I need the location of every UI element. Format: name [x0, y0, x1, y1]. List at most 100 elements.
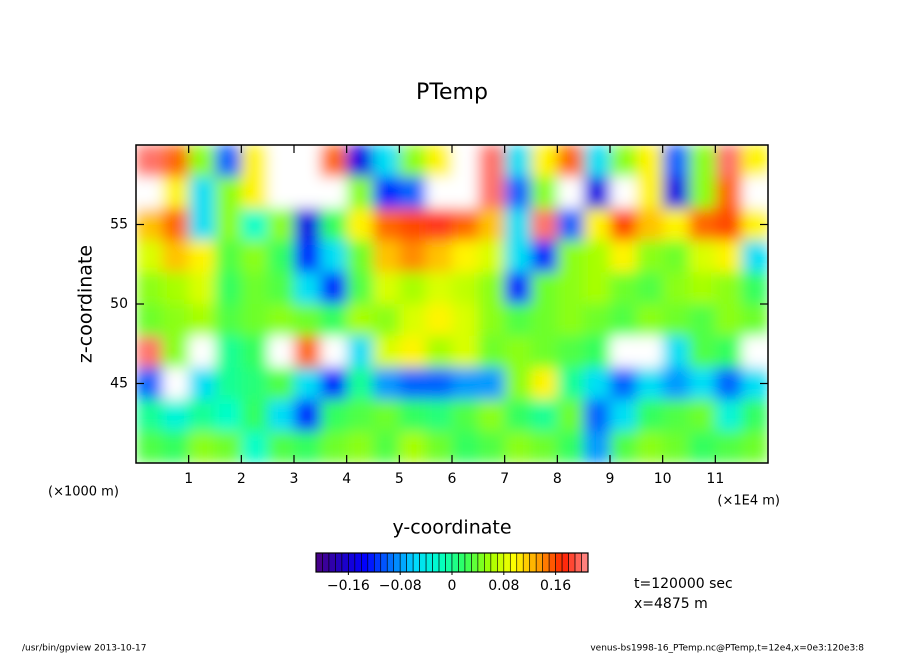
colorbar-tick-label: −0.08: [379, 578, 422, 594]
colorbar: −0.16 −0.08 0 0.08 0.16: [315, 552, 589, 594]
colorbar-cell: [399, 552, 407, 573]
cell: [425, 431, 453, 463]
cell: [373, 367, 400, 400]
cell: [557, 431, 585, 463]
cell: [478, 240, 506, 273]
annotation: t=120000 sec: [634, 576, 733, 592]
cell: [346, 176, 374, 210]
x-tick-label: 3: [290, 471, 299, 487]
cell: [741, 176, 768, 210]
cell: [478, 431, 506, 463]
cell: [610, 431, 637, 463]
cell: [504, 176, 532, 210]
cell: [557, 335, 585, 369]
cell: [215, 208, 242, 241]
cell: [346, 304, 374, 337]
cell: [136, 335, 163, 369]
cell: [320, 335, 348, 369]
cell: [478, 335, 506, 369]
cell: [557, 304, 585, 337]
cell: [662, 335, 690, 369]
cell: [662, 208, 690, 241]
cell: [425, 240, 453, 273]
cell: [689, 335, 716, 369]
cell: [452, 176, 479, 210]
cell: [320, 272, 348, 305]
cell: [504, 304, 532, 337]
cell: [583, 304, 611, 337]
colorbar-cell: [412, 552, 420, 573]
cell: [241, 145, 269, 178]
cell: [267, 145, 295, 178]
cell: [425, 335, 453, 369]
cell: [715, 272, 743, 305]
x-tick-label: 2: [237, 471, 246, 487]
cell: [715, 240, 743, 273]
cell: [715, 431, 743, 463]
cell: [636, 240, 664, 273]
colorbar-cell: [432, 552, 440, 573]
x-tick-label: 11: [706, 471, 724, 487]
cell: [531, 272, 558, 305]
cell: [136, 272, 163, 305]
cell: [320, 176, 348, 210]
colorbar-cell: [497, 552, 505, 573]
cell: [610, 304, 637, 337]
cell: [399, 335, 427, 369]
cell: [741, 240, 768, 273]
cell: [136, 145, 163, 178]
colorbar-cell: [335, 552, 343, 573]
colorbar-cell: [354, 552, 362, 573]
cell: [531, 399, 558, 432]
cell: [715, 367, 743, 400]
cell: [215, 176, 242, 210]
cell: [399, 208, 427, 241]
cell: [267, 399, 295, 432]
cell: [215, 272, 242, 305]
cell: [425, 399, 453, 432]
colorbar-cell: [581, 552, 589, 573]
cell: [346, 240, 374, 273]
cell: [425, 208, 453, 241]
cell: [741, 145, 768, 178]
cell: [136, 176, 163, 210]
cell: [583, 208, 611, 241]
cell: [373, 208, 400, 241]
cell: [689, 272, 716, 305]
colorbar-tick-label: −0.16: [327, 578, 370, 594]
cell: [294, 240, 321, 273]
colorbar-cell: [373, 552, 382, 573]
cell: [188, 176, 216, 210]
cell: [320, 399, 348, 432]
cell: [346, 431, 374, 463]
cell: [557, 176, 585, 210]
cell: [267, 367, 295, 400]
cell: [636, 272, 664, 305]
cell: [294, 304, 321, 337]
colorbar-cell: [490, 552, 498, 573]
cell: [267, 208, 295, 241]
cell: [188, 240, 216, 273]
cell: [504, 335, 532, 369]
cell: [531, 367, 558, 400]
cell: [373, 335, 400, 369]
x-axis-label: y-coordinate: [392, 517, 511, 539]
cell: [346, 399, 374, 432]
cell: [452, 145, 479, 178]
colorbar-cell: [509, 552, 518, 573]
cell: [241, 399, 269, 432]
cell: [715, 335, 743, 369]
cell: [188, 208, 216, 241]
cell: [504, 431, 532, 463]
cell: [478, 399, 506, 432]
cell: [241, 431, 269, 463]
colorbar-cell: [419, 552, 427, 573]
cell: [583, 431, 611, 463]
cell: [504, 208, 532, 241]
y-tick-label: 45: [110, 376, 128, 392]
cell: [504, 145, 532, 178]
cell: [399, 399, 427, 432]
cell: [425, 367, 453, 400]
cell: [162, 304, 190, 337]
colorbar-cell: [406, 552, 414, 573]
